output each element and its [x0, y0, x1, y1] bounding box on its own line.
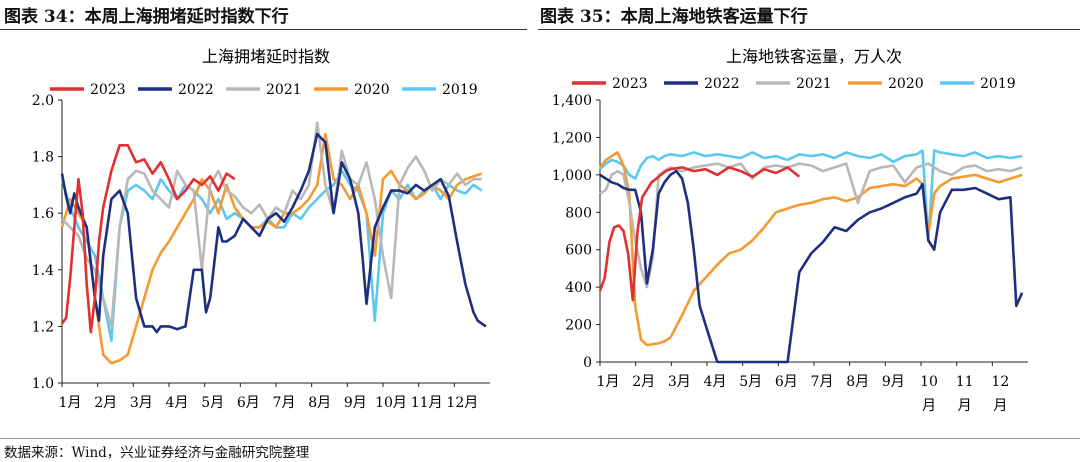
- legend-label-2019: 2019: [980, 76, 1016, 92]
- x-tick-label: 2月: [94, 395, 117, 411]
- y-tick-label: 1,400: [552, 93, 592, 109]
- x-tick-label: 5月: [739, 374, 762, 390]
- x-tick-label: 12: [991, 374, 1009, 390]
- x-tick-sublabel: 月: [922, 398, 936, 414]
- right-figure-title: 图表 35：本周上海地铁客运量下行: [540, 7, 808, 27]
- x-tick-label: 6月: [237, 395, 260, 411]
- left-title-rule: [0, 29, 527, 30]
- right-title-rule: [538, 29, 1080, 30]
- x-tick-label: 11: [956, 374, 974, 390]
- x-tick-label: 3月: [130, 395, 153, 411]
- y-tick-label: 1,200: [552, 130, 592, 146]
- x-tick-label: 7月: [811, 374, 834, 390]
- y-tick-label: 0: [583, 355, 592, 371]
- x-tick-label: 7月: [273, 395, 296, 411]
- series-line-2023: [598, 166, 801, 302]
- series-line-2020: [60, 132, 483, 365]
- x-tick-label: 1月: [59, 395, 82, 411]
- y-tick-label: 400: [565, 280, 592, 296]
- left-figure-title: 图表 34：本周上海拥堵延时指数下行: [4, 7, 289, 27]
- y-tick-label: 1,000: [552, 168, 592, 184]
- legend-label-2020: 2020: [354, 82, 390, 98]
- x-tick-sublabel: 月: [958, 398, 972, 414]
- legend-label-2023: 2023: [90, 82, 126, 98]
- y-tick-label: 800: [565, 205, 592, 221]
- x-tick-label: 8月: [846, 374, 869, 390]
- x-tick-label: 4月: [704, 374, 727, 390]
- y-tick-label: 200: [565, 318, 592, 334]
- legend-label-2022: 2022: [178, 82, 214, 98]
- x-tick-sublabel: 月: [993, 398, 1007, 414]
- x-tick-label: 11月: [411, 395, 443, 411]
- footer-rule: [0, 438, 1080, 439]
- chart-congestion-index: 上海拥堵延时指数 2023 2022 2021 2020 2019 1.0 1.2 1.4 1.6…: [32, 47, 490, 411]
- y-tick-label: 1.0: [32, 376, 54, 392]
- legend-label-2021: 2021: [796, 76, 832, 92]
- series-line-2023: [60, 144, 236, 334]
- series-line-2021: [599, 162, 1023, 289]
- chart-title: 上海拥堵延时指数: [202, 47, 330, 66]
- legend-label-2020: 2020: [888, 76, 924, 92]
- series-line-2020: [598, 151, 1023, 347]
- x-tick-label: 10: [920, 374, 938, 390]
- y-tick-label: 1.4: [32, 263, 54, 279]
- x-tick-label: 10月: [375, 395, 407, 411]
- legend-label-2022: 2022: [704, 76, 740, 92]
- source-note: 数据来源：Wind，兴业证券经济与金融研究院整理: [4, 445, 310, 461]
- legend-label-2021: 2021: [266, 82, 302, 98]
- x-tick-label: 3月: [668, 374, 691, 390]
- x-tick-label: 2月: [632, 374, 655, 390]
- x-tick-label: 6月: [775, 374, 798, 390]
- x-tick-label: 1月: [597, 374, 620, 390]
- x-tick-label: 8月: [308, 395, 331, 411]
- series-line-2022: [599, 169, 1024, 364]
- y-tick-label: 600: [565, 243, 592, 259]
- series-line-2022: [60, 132, 487, 334]
- legend-label-2023: 2023: [612, 76, 648, 92]
- y-tick-label: 2.0: [32, 93, 54, 109]
- y-tick-label: 1.6: [32, 206, 54, 222]
- x-tick-label: 5月: [201, 395, 224, 411]
- series-line-2019: [599, 149, 1023, 242]
- y-tick-label: 1.2: [32, 319, 54, 335]
- x-tick-label: 12月: [446, 395, 478, 411]
- x-tick-label: 9月: [344, 395, 367, 411]
- x-tick-label: 9月: [882, 374, 905, 390]
- series-line-2021: [61, 121, 482, 328]
- chart-metro-ridership: 上海地铁客运量，万人次 2023 2022 2021 2020 2019 0 200 400 60…: [552, 47, 1028, 414]
- y-tick-label: 1.8: [32, 150, 54, 166]
- x-tick-label: 4月: [166, 395, 189, 411]
- chart-title: 上海地铁客运量，万人次: [726, 47, 902, 66]
- legend-label-2019: 2019: [442, 82, 478, 98]
